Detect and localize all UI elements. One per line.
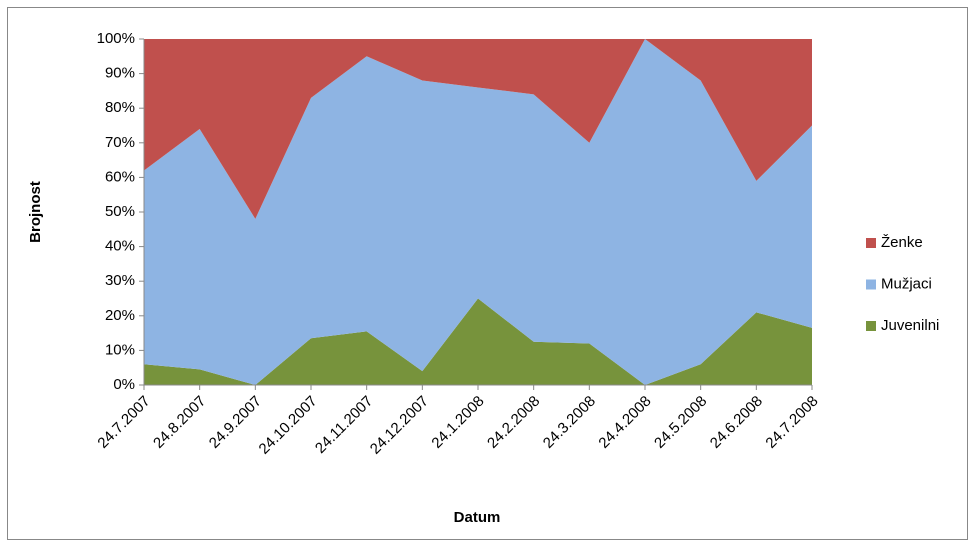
y-tick-label: 100% [97,30,135,47]
y-tick-label: 10% [105,341,135,358]
area [144,39,812,219]
legend-swatch [866,279,876,290]
y-tick-label: 20% [105,307,135,324]
y-axis-title: Brojnost [27,181,44,243]
y-tick-label: 80% [105,99,135,116]
y-tick-label: 60% [105,168,135,185]
area [144,39,812,385]
x-axis-title: Datum [454,509,501,526]
area [144,298,812,385]
y-tick-label: 70% [105,134,135,151]
legend-swatch [866,321,876,331]
legend-swatch [866,238,876,248]
y-tick-label: 40% [105,238,135,255]
legend-label: Mužjaci [881,275,932,292]
y-tick-label: 30% [105,272,135,289]
y-tick-label: 0% [113,376,135,393]
legend-label: Ženke [881,234,923,251]
y-tick-label: 90% [105,65,135,82]
y-tick-label: 50% [105,203,135,220]
legend-label: Juvenilni [881,317,939,334]
